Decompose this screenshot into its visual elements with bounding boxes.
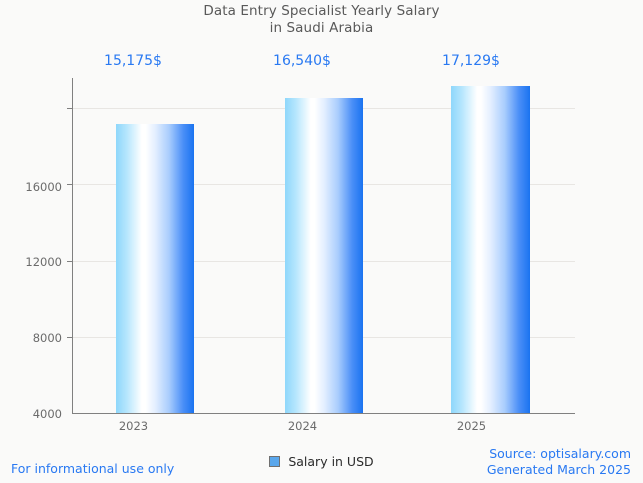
- generated-text: Generated March 2025: [486, 462, 631, 477]
- y-tick-label-4000: 4000: [32, 407, 62, 421]
- chart-legend: Salary in USD: [0, 454, 643, 469]
- source-block: Source: optisalary.com Generated March 2…: [487, 446, 631, 478]
- source-text: Source: optisalary.com: [489, 446, 631, 461]
- y-axis-line: [72, 78, 73, 413]
- y-tick-label-12000: 12000: [25, 255, 62, 269]
- legend-swatch-icon: [269, 456, 281, 467]
- chart-title: Data Entry Specialist Yearly Salary in S…: [0, 3, 643, 37]
- tick-mark-4000: [67, 337, 72, 338]
- y-tick-label-8000: 8000: [32, 331, 62, 345]
- bar-value-2025: 17,129$: [442, 53, 500, 69]
- chart-title-line-2: in Saudi Arabia: [269, 20, 374, 36]
- x-axis-line: [72, 413, 575, 414]
- disclaimer-text: For informational use only: [11, 461, 175, 476]
- tick-mark-8000: [67, 261, 72, 262]
- bar-value-2023: 15,175$: [104, 53, 162, 69]
- legend-item-label: Salary in USD: [288, 454, 374, 469]
- y-tick-label-16000: 16000: [25, 180, 62, 194]
- tick-mark-12000: [67, 184, 72, 185]
- bar-2023[interactable]: [116, 124, 194, 413]
- bar-2025[interactable]: [451, 86, 530, 413]
- x-tick-label-2025: 2025: [456, 419, 487, 433]
- bar-value-2024: 16,540$: [273, 53, 331, 69]
- plot-area: [67, 78, 575, 414]
- bar-2024[interactable]: [285, 98, 363, 413]
- x-tick-label-2023: 2023: [118, 419, 149, 433]
- tick-mark-16000: [67, 108, 72, 109]
- y-axis-tick-labels: 16000 12000 8000 4000: [0, 78, 62, 421]
- chart-title-line-1: Data Entry Specialist Yearly Salary: [203, 3, 440, 19]
- legend-item-salary-in-usd[interactable]: Salary in USD: [269, 454, 374, 469]
- x-tick-label-2024: 2024: [287, 419, 318, 433]
